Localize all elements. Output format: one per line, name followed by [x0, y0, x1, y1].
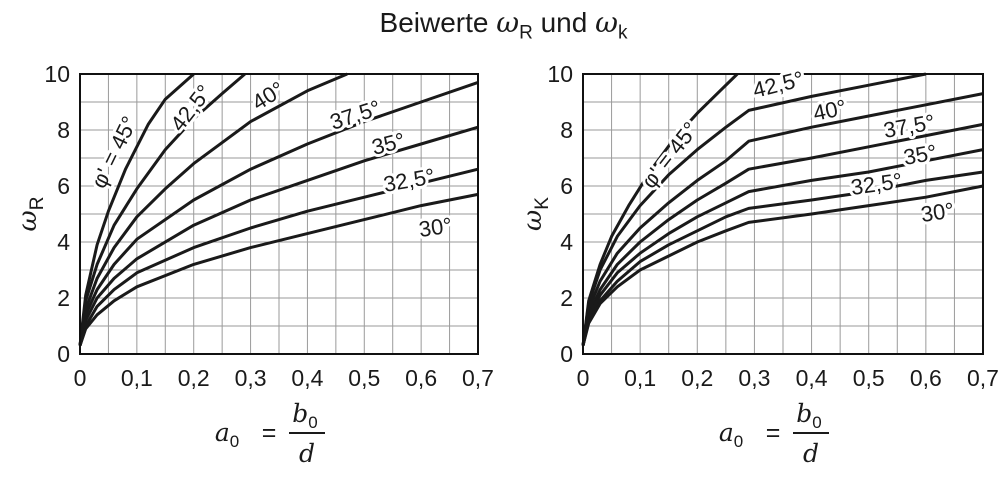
- plot-frame: [582, 73, 984, 355]
- x-tick-label: 0,7: [967, 365, 999, 391]
- x-axis-numerator: b0: [796, 399, 821, 432]
- y-tick-label: 0: [560, 341, 573, 367]
- y-tick-label: 2: [57, 285, 70, 311]
- title-omega-k-subscript: k: [617, 22, 628, 44]
- series-label: 37,5°: [327, 95, 384, 135]
- x-tick-label: 0,2: [178, 365, 210, 391]
- title-omega-r-symbol: ω: [496, 6, 520, 39]
- x-tick-label: 0,5: [853, 365, 885, 391]
- x-tick-label: 0,4: [291, 365, 323, 391]
- x-tick-label: 0,4: [796, 365, 828, 391]
- x-tick-label: 0,3: [235, 365, 267, 391]
- chart-title: Beiwerte ωR und ωk: [0, 6, 1007, 45]
- x-tick-label: 0: [577, 365, 590, 391]
- grid: [583, 74, 983, 354]
- y-axis-label: ωR: [13, 197, 48, 232]
- series-label: 30°: [417, 213, 453, 242]
- title-omega-k: ωk: [595, 6, 627, 44]
- title-conjunction: und: [532, 7, 596, 38]
- series-line-42,5°: [581, 72, 927, 346]
- x-tick-label: 0,6: [910, 365, 942, 391]
- x-axis-equals: =: [766, 419, 781, 447]
- y-axis-symbol: ω: [13, 210, 43, 231]
- series-line-35°: [78, 125, 479, 346]
- series-line-30°: [581, 184, 984, 346]
- series-label: 32,5°: [382, 163, 437, 197]
- y-tick-label: 0: [57, 341, 70, 367]
- y-tick-label: 6: [560, 173, 573, 199]
- x-tick-label: 0,6: [405, 365, 437, 391]
- y-tick-label: 10: [547, 61, 573, 87]
- x-axis-denominator: d: [803, 439, 819, 468]
- series-line-32,5°: [78, 167, 479, 347]
- title-omega-k-symbol: ω: [595, 6, 618, 39]
- y-axis-subscript: K: [532, 197, 553, 210]
- x-tick-label: 0,7: [462, 365, 494, 391]
- y-tick-label: 6: [57, 173, 70, 199]
- series-line-30°: [78, 192, 479, 347]
- x-axis-lhs: a0: [215, 418, 239, 451]
- y-tick-label: 10: [44, 61, 70, 87]
- x-tick-label: 0,1: [121, 365, 153, 391]
- x-axis-lhs: a0: [719, 418, 743, 451]
- series-line-40°: [581, 92, 984, 346]
- x-axis-label: a0 = b0 d: [215, 399, 325, 468]
- y-tick-label: 4: [560, 229, 573, 255]
- y-tick-label: 2: [560, 285, 573, 311]
- series-line-35°: [581, 148, 984, 346]
- series-line-37,5°: [581, 122, 984, 346]
- y-tick-label: 8: [560, 117, 573, 143]
- series-label: 35°: [902, 140, 939, 170]
- x-axis-label: a0 = b0 d: [719, 399, 829, 468]
- series-label: 42,5°: [750, 66, 806, 103]
- y-tick-label: 8: [57, 117, 70, 143]
- x-axis-numerator: b0: [292, 399, 317, 432]
- x-axis-equals: =: [262, 419, 277, 447]
- series-label: 35°: [369, 128, 407, 160]
- x-tick-label: 0,1: [624, 365, 656, 391]
- y-axis-label: ωK: [518, 197, 553, 231]
- x-tick-label: 0: [74, 365, 87, 391]
- series-label: 37,5°: [882, 109, 937, 143]
- title-omega-r: ωR: [496, 6, 533, 44]
- series-line-45°: [78, 72, 195, 346]
- title-omega-r-subscript: R: [519, 22, 533, 44]
- y-axis-subscript: R: [27, 197, 48, 211]
- series-line-42,5°: [78, 72, 246, 346]
- title-text: Beiwerte: [379, 7, 497, 38]
- series-line-37,5°: [78, 80, 479, 346]
- y-tick-label: 4: [57, 229, 70, 255]
- x-tick-label: 0,2: [681, 365, 713, 391]
- plot-frame: [79, 73, 479, 355]
- series-label: 30°: [919, 198, 955, 227]
- y-axis-symbol: ω: [518, 210, 548, 231]
- series-label: 42,5°: [165, 80, 216, 136]
- series-line-32,5°: [581, 170, 984, 346]
- x-tick-label: 0,3: [738, 365, 770, 391]
- series-line-40°: [78, 72, 348, 346]
- series-label: 40°: [247, 76, 288, 115]
- x-tick-label: 0,5: [348, 365, 380, 391]
- x-axis-denominator: d: [299, 439, 315, 468]
